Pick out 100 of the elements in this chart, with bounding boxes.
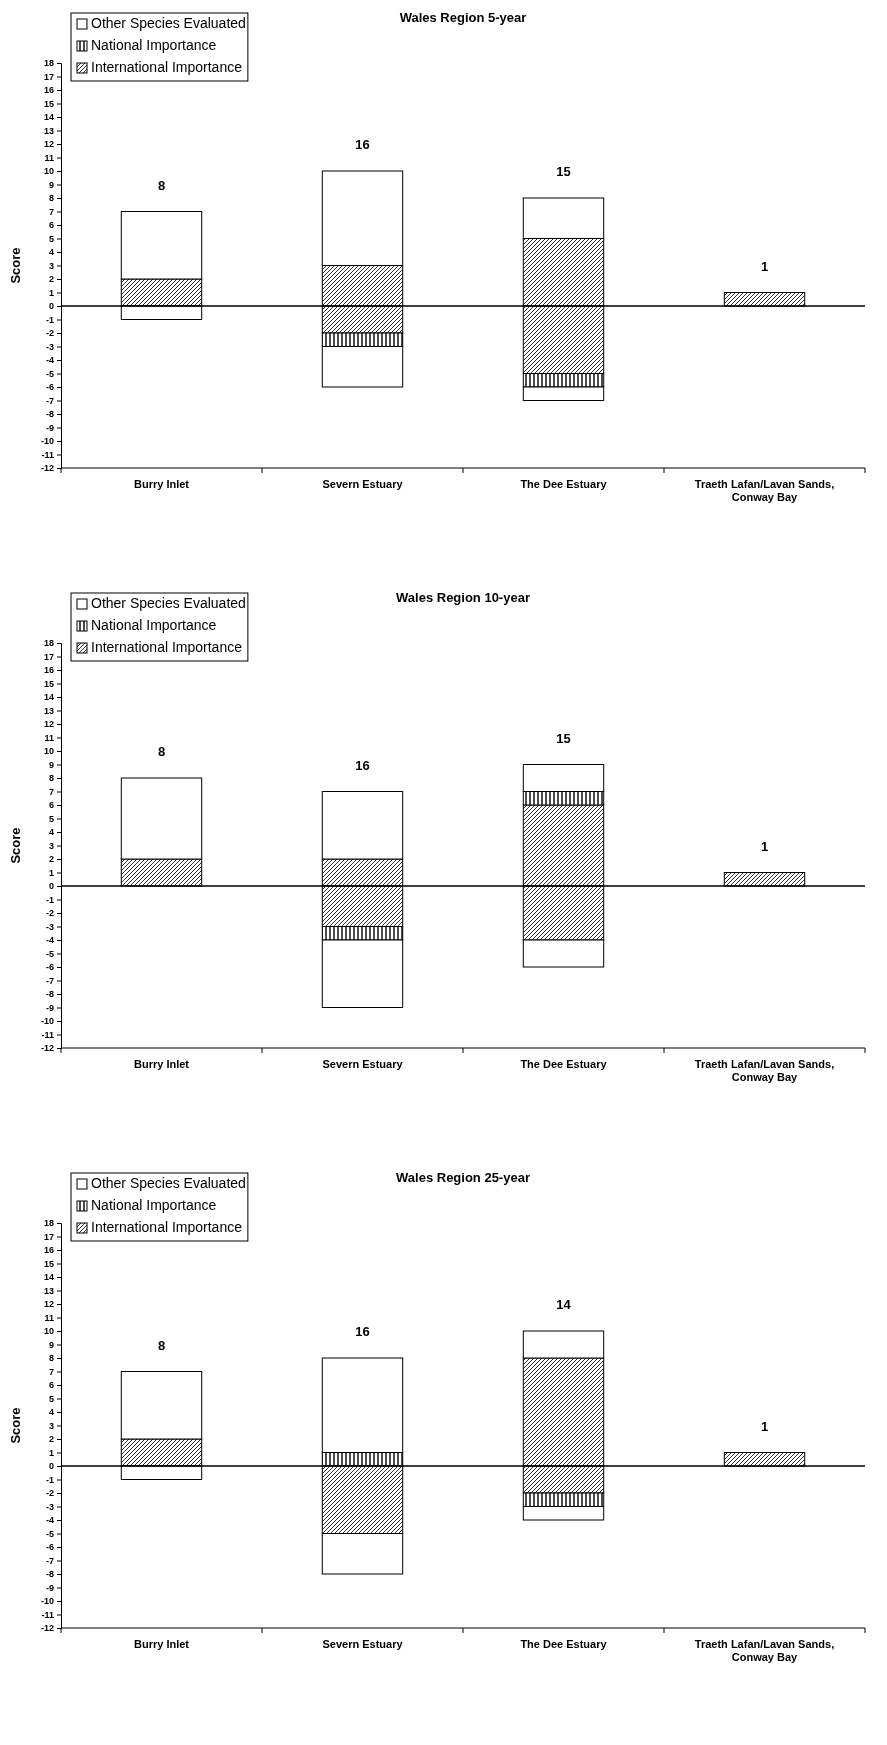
y-tick-label: -7 (45, 395, 54, 406)
y-tick-label: -9 (45, 1002, 54, 1013)
y-tick-label: 8 (48, 1353, 54, 1364)
y-tick-label: 10 (43, 166, 54, 177)
y-tick-label: -6 (45, 382, 54, 393)
y-tick-label: 9 (48, 179, 54, 190)
y-tick-label: 11 (44, 732, 54, 743)
x-tick-label: Burry Inlet (133, 1638, 190, 1650)
annotation: 16 (355, 1324, 370, 1339)
y-tick-label: -1 (45, 1474, 54, 1485)
legend-label: Other Species Evaluated (91, 15, 246, 31)
y-axis-title: Score (8, 827, 23, 864)
chart-title: Wales Region 5-year (399, 10, 527, 25)
y-tick-label: -12 (40, 463, 54, 474)
y-tick-label: 7 (48, 206, 54, 217)
y-tick-label: -12 (40, 1043, 54, 1054)
y-tick-label: 8 (48, 193, 54, 204)
y-tick-label: -5 (45, 1528, 54, 1539)
y-tick-label: -2 (45, 1488, 54, 1499)
annotation: 1 (760, 1418, 769, 1434)
y-tick-label: 14 (43, 1272, 54, 1283)
y-tick-label: 6 (48, 800, 54, 811)
x-tick-label: The Dee Estuary (520, 1058, 608, 1070)
y-tick-label: 0 (48, 301, 54, 312)
y-tick-label: -6 (45, 1542, 54, 1553)
y-tick-label: 2 (48, 1434, 54, 1445)
y-tick-label: 15 (43, 1258, 54, 1269)
y-tick-label: 11 (44, 1312, 54, 1323)
y-tick-label: 10 (43, 746, 54, 757)
y-tick-label: 9 (48, 759, 54, 770)
x-tick-label: Burry Inlet (133, 1058, 190, 1070)
y-tick-label: 16 (43, 665, 54, 676)
y-tick-label: 11 (44, 152, 54, 163)
y-tick-label: 13 (43, 705, 54, 716)
y-axis-title: Score (8, 1407, 23, 1444)
y-tick-label: 2 (48, 274, 54, 285)
y-tick-label: -10 (40, 1016, 54, 1027)
annotation: 16 (355, 137, 370, 152)
legend-label: National Importance (91, 617, 217, 633)
y-tick-label: 2 (48, 854, 54, 865)
y-tick-label: -10 (40, 436, 54, 447)
legend-label: National Importance (91, 1197, 217, 1213)
y-tick-label: 4 (48, 827, 54, 838)
y-tick-label: 14 (43, 112, 54, 123)
y-tick-label: -7 (45, 1555, 54, 1566)
y-tick-label: 18 (43, 638, 54, 649)
annotation: 1 (760, 838, 769, 854)
x-tick-label: Severn Estuary (322, 1638, 404, 1650)
legend-label: Other Species Evaluated (91, 1175, 246, 1191)
y-tick-label: 10 (43, 1326, 54, 1337)
y-tick-label: -3 (45, 1501, 54, 1512)
annotation: 1 (760, 258, 769, 274)
annotation: 16 (355, 757, 370, 773)
y-tick-label: 17 (43, 71, 54, 82)
legend-label: International Importance (91, 639, 243, 655)
x-tick-label: Traeth Lafan/Lavan Sands, Conway Bay (694, 1638, 835, 1664)
annotation: 14 (556, 1297, 572, 1312)
y-tick-label: 18 (43, 58, 54, 69)
y-tick-label: -9 (45, 422, 54, 433)
y-tick-label: 14 (43, 692, 54, 703)
y-tick-label: -11 (41, 1029, 54, 1040)
y-tick-label: 0 (48, 1461, 54, 1472)
y-tick-label: 16 (43, 85, 54, 96)
y-tick-label: 17 (43, 1231, 54, 1242)
y-tick-label: 13 (43, 1285, 54, 1296)
y-tick-label: 5 (48, 233, 54, 244)
y-tick-label: 15 (43, 678, 54, 689)
y-tick-label: -1 (45, 314, 54, 325)
y-tick-label: 9 (48, 1339, 54, 1350)
y-tick-label: 1 (48, 287, 54, 298)
annotation: 8 (157, 177, 166, 193)
x-tick-label: Traeth Lafan/Lavan Sands, Conway Bay (694, 478, 835, 504)
y-tick-label: -4 (45, 1515, 54, 1526)
y-tick-label: 12 (43, 719, 54, 730)
x-tick-label: The Dee Estuary (520, 1638, 608, 1650)
y-tick-label: -8 (45, 989, 54, 1000)
y-tick-label: 5 (48, 813, 54, 824)
annotation: 8 (157, 744, 166, 759)
y-tick-label: 15 (43, 98, 54, 109)
y-tick-label: 8 (48, 773, 54, 784)
x-tick-label: Severn Estuary (322, 478, 404, 490)
y-tick-label: 7 (48, 786, 54, 797)
legend-label: International Importance (91, 1219, 243, 1235)
y-tick-label: 3 (48, 1420, 54, 1431)
x-tick-label: Severn Estuary (322, 1058, 404, 1070)
y-tick-label: -11 (41, 449, 54, 460)
legend-label: International Importance (91, 59, 243, 75)
legend-label: Other Species Evaluated (91, 595, 246, 611)
y-tick-label: 6 (48, 220, 54, 231)
y-tick-label: -7 (45, 975, 54, 986)
annotation: 15 (556, 164, 571, 179)
y-tick-label: 3 (48, 260, 54, 271)
y-tick-label: 3 (48, 840, 54, 851)
y-tick-label: 0 (48, 881, 54, 892)
chart-title: Wales Region 10-year (396, 590, 530, 605)
x-tick-label: Traeth Lafan/Lavan Sands, Conway Bay (694, 1058, 835, 1084)
y-tick-label: -12 (40, 1623, 54, 1634)
y-tick-label: 1 (48, 867, 54, 878)
y-tick-label: -2 (45, 328, 54, 339)
annotation: 15 (556, 730, 571, 746)
